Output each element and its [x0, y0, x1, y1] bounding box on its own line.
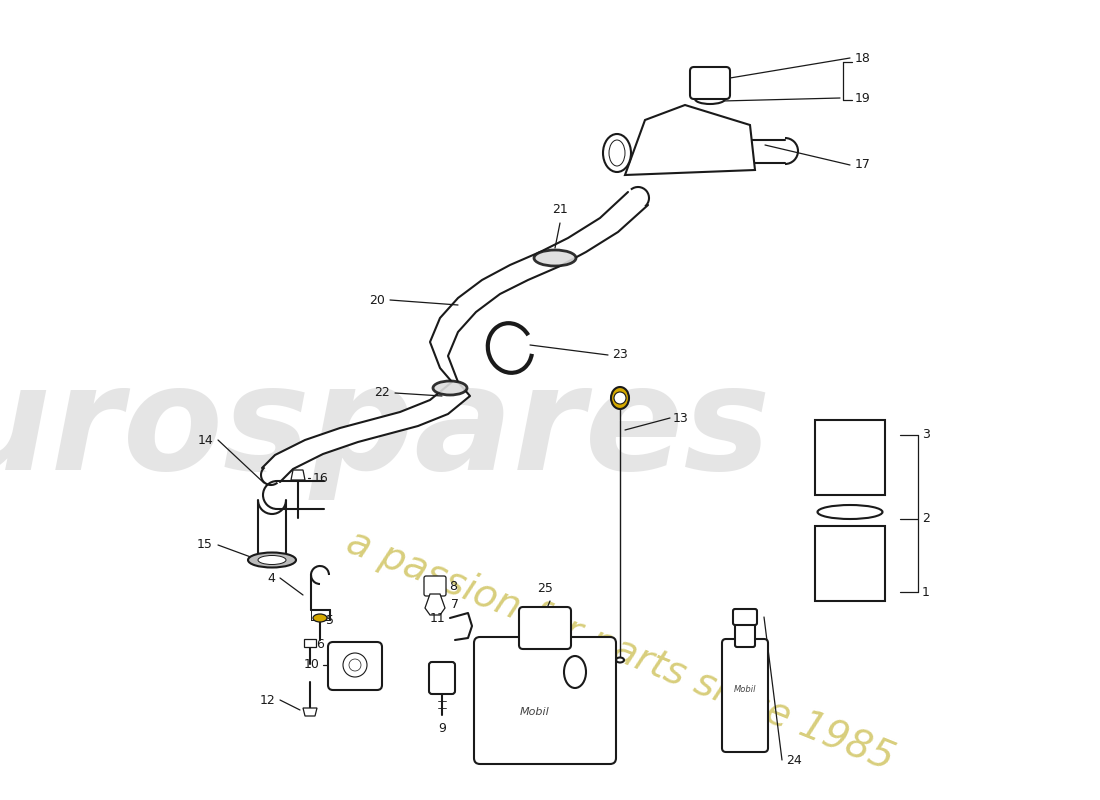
Polygon shape: [262, 192, 648, 482]
Text: 24: 24: [786, 754, 802, 766]
Polygon shape: [302, 708, 317, 716]
Text: 23: 23: [612, 349, 628, 362]
Bar: [815, 420, 886, 495]
Circle shape: [349, 659, 361, 671]
Text: 19: 19: [855, 91, 871, 105]
Ellipse shape: [609, 140, 625, 166]
FancyBboxPatch shape: [519, 607, 571, 649]
FancyBboxPatch shape: [328, 642, 382, 690]
Text: 10: 10: [304, 658, 320, 671]
Text: eurospares: eurospares: [0, 359, 771, 501]
Text: 5: 5: [326, 614, 334, 626]
Text: 25: 25: [537, 582, 553, 595]
FancyBboxPatch shape: [722, 639, 768, 752]
Ellipse shape: [616, 658, 624, 662]
Ellipse shape: [534, 250, 576, 266]
FancyBboxPatch shape: [690, 67, 730, 99]
Text: 15: 15: [197, 538, 213, 551]
Bar: [815, 526, 886, 601]
Text: 6: 6: [316, 638, 323, 650]
Text: 11: 11: [429, 611, 446, 625]
Text: Mobil: Mobil: [734, 686, 757, 694]
Polygon shape: [292, 470, 305, 480]
Text: a passion for parts since 1985: a passion for parts since 1985: [341, 522, 900, 778]
FancyBboxPatch shape: [735, 619, 755, 647]
Text: 22: 22: [374, 386, 390, 399]
Ellipse shape: [695, 94, 725, 104]
Circle shape: [614, 392, 626, 404]
Ellipse shape: [258, 555, 286, 565]
Text: 18: 18: [855, 51, 871, 65]
Ellipse shape: [248, 553, 296, 567]
Circle shape: [343, 653, 367, 677]
Text: 16: 16: [314, 471, 329, 485]
Ellipse shape: [314, 614, 327, 622]
FancyBboxPatch shape: [424, 576, 446, 596]
Text: 20: 20: [370, 294, 385, 306]
Text: 17: 17: [855, 158, 871, 171]
FancyBboxPatch shape: [474, 637, 616, 764]
Text: 8: 8: [449, 579, 456, 593]
Text: 21: 21: [552, 203, 568, 216]
Text: 14: 14: [197, 434, 213, 446]
Ellipse shape: [817, 505, 882, 519]
Polygon shape: [425, 594, 446, 615]
Polygon shape: [625, 105, 755, 175]
Ellipse shape: [610, 387, 629, 409]
Ellipse shape: [433, 381, 468, 395]
Text: 12: 12: [260, 694, 275, 706]
FancyBboxPatch shape: [429, 662, 455, 694]
FancyBboxPatch shape: [733, 609, 757, 625]
Text: 13: 13: [673, 411, 689, 425]
Ellipse shape: [564, 656, 586, 688]
Text: 1: 1: [922, 586, 930, 598]
Text: 2: 2: [922, 513, 930, 526]
Text: 3: 3: [922, 429, 930, 442]
Text: 9: 9: [438, 722, 446, 735]
Ellipse shape: [603, 134, 631, 172]
Text: 7: 7: [451, 598, 459, 611]
Text: 4: 4: [267, 571, 275, 585]
Bar: [304, 639, 316, 647]
Text: Mobil: Mobil: [520, 707, 550, 717]
